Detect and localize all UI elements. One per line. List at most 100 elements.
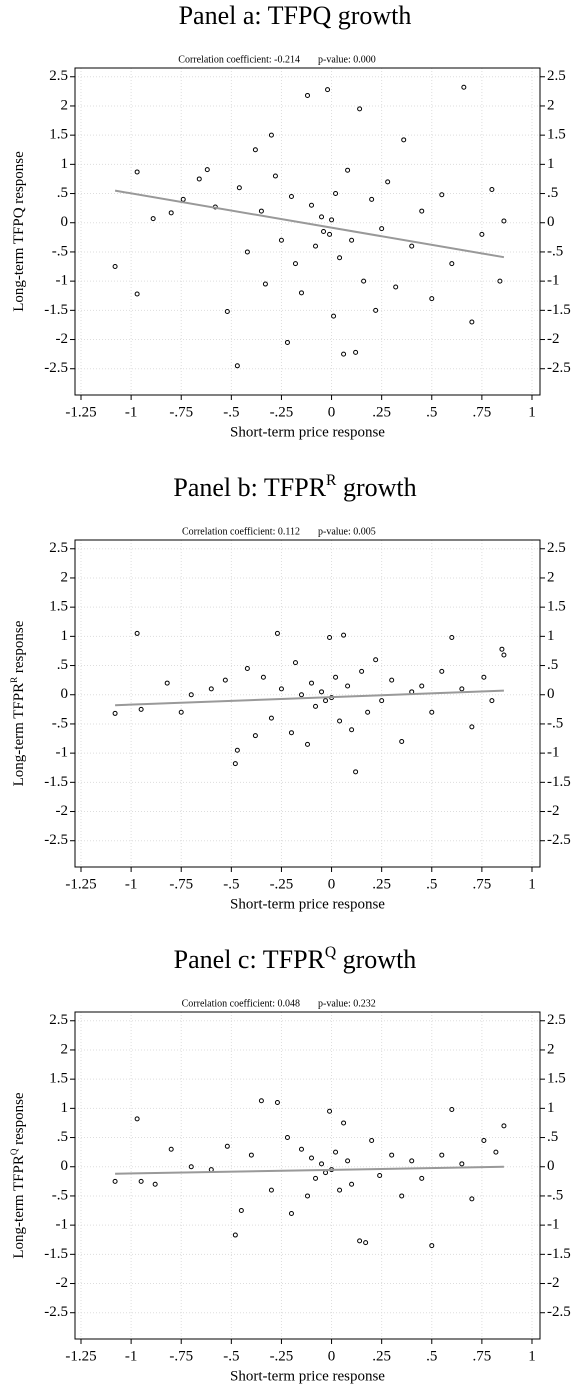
point <box>349 237 355 243</box>
y2-tick-label: -2.5 <box>547 832 571 848</box>
point <box>365 709 371 715</box>
x-axis-label: Short-term price response <box>230 424 385 440</box>
point <box>469 724 475 730</box>
point <box>357 106 363 112</box>
text-part: R <box>326 472 337 489</box>
point <box>138 1178 144 1184</box>
point <box>501 218 507 224</box>
x-tick-label: -.75 <box>169 876 193 892</box>
point <box>272 173 278 179</box>
text-part: Long-term TFPQ response <box>11 151 27 312</box>
y-tick-label: -1 <box>56 1217 69 1233</box>
point <box>323 698 329 704</box>
y-tick-label: 2 <box>61 569 69 585</box>
point <box>353 769 359 775</box>
correlation: Correlation coefficient: -0.214 <box>178 54 300 65</box>
point <box>232 1232 238 1238</box>
point <box>180 196 186 202</box>
point <box>232 761 238 767</box>
point <box>321 229 327 234</box>
point <box>260 674 266 680</box>
point <box>357 1238 363 1244</box>
text-part: response <box>11 1092 27 1149</box>
point <box>331 313 337 319</box>
point <box>298 290 304 296</box>
p-value: p-value: 0.005 <box>318 526 376 537</box>
point <box>188 1164 194 1170</box>
point <box>489 186 495 192</box>
point <box>361 278 367 284</box>
plot-frame <box>74 67 541 396</box>
point <box>278 237 284 243</box>
y2-tick-label: -2 <box>547 331 560 347</box>
point <box>341 351 347 357</box>
y2-tick-label: -1.5 <box>547 1246 571 1262</box>
text-part: growth <box>336 473 416 502</box>
y-axis-label: Long-term TFPRR response <box>9 620 27 786</box>
plot-frame <box>74 539 541 868</box>
point <box>379 698 385 704</box>
point <box>469 319 475 325</box>
point <box>152 1181 158 1187</box>
y-tick-label: 2.5 <box>49 68 68 84</box>
x-tick-label: .75 <box>473 1348 492 1364</box>
y2-tick-label: 1 <box>547 156 555 172</box>
y2-tick-label: -2.5 <box>547 360 571 376</box>
point <box>305 1193 310 1199</box>
point <box>313 243 319 249</box>
y-tick-label: 1 <box>61 1100 69 1116</box>
correlation: Correlation coefficient: 0.048 <box>182 998 300 1009</box>
y-tick-label: 2 <box>61 1041 69 1057</box>
point <box>134 169 140 175</box>
x-tick-label: 0 <box>328 404 336 420</box>
point <box>333 1149 339 1155</box>
point <box>204 167 210 173</box>
point <box>341 632 347 638</box>
point <box>252 733 258 739</box>
x-tick-label: -.25 <box>270 876 294 892</box>
y2-tick-label: 0 <box>547 686 555 702</box>
point <box>501 652 507 658</box>
point <box>298 692 304 698</box>
point <box>112 1178 118 1184</box>
y2-tick-label: 1.5 <box>547 127 566 143</box>
y2-tick-label: -2 <box>547 803 560 819</box>
point <box>481 1137 487 1143</box>
y-axis-label: Long-term TFPRQ response <box>9 1092 27 1259</box>
p-value: p-value: 0.232 <box>318 998 376 1009</box>
y2-tick-label: .5 <box>547 185 558 201</box>
point <box>419 1175 425 1181</box>
point <box>439 192 445 198</box>
y-tick-label: -.5 <box>52 715 68 731</box>
y-tick-label: -1 <box>56 273 69 289</box>
x-axis-label: Short-term price response <box>230 896 385 912</box>
point <box>469 1196 475 1202</box>
point <box>345 683 351 689</box>
point <box>244 249 250 255</box>
x-tick-label: -.25 <box>270 404 294 420</box>
point <box>439 1152 445 1158</box>
point <box>224 308 230 314</box>
point <box>309 680 315 686</box>
point <box>188 692 194 698</box>
point <box>373 657 379 663</box>
text-part: Panel b: TFPR <box>173 473 326 502</box>
y-tick-label: .5 <box>57 1129 68 1145</box>
x-tick-label: -1.25 <box>65 404 96 420</box>
x-tick-label: 0 <box>328 876 336 892</box>
y-tick-label: -2 <box>56 803 69 819</box>
point <box>234 747 240 753</box>
y-tick-label: 1.5 <box>49 1071 68 1087</box>
point <box>429 709 435 715</box>
y-tick-label: 0 <box>61 686 69 702</box>
point <box>284 339 290 345</box>
point <box>305 741 310 747</box>
point <box>489 698 495 704</box>
x-tick-label: .25 <box>372 404 391 420</box>
point <box>493 1149 499 1155</box>
y2-tick-label: 2.5 <box>547 540 566 556</box>
x-tick-label: 1 <box>528 876 536 892</box>
y2-tick-label: -2 <box>547 1275 560 1291</box>
text-part: Long-term TFPR <box>11 1155 27 1258</box>
